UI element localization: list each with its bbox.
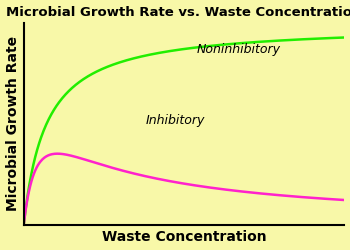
X-axis label: Waste Concentration: Waste Concentration — [102, 230, 266, 244]
Title: Microbial Growth Rate vs. Waste Concentration: Microbial Growth Rate vs. Waste Concentr… — [6, 6, 350, 18]
Text: Inhibitory: Inhibitory — [146, 114, 205, 127]
Text: Noninhibitory: Noninhibitory — [197, 43, 281, 56]
Y-axis label: Microbial Growth Rate: Microbial Growth Rate — [6, 36, 20, 211]
